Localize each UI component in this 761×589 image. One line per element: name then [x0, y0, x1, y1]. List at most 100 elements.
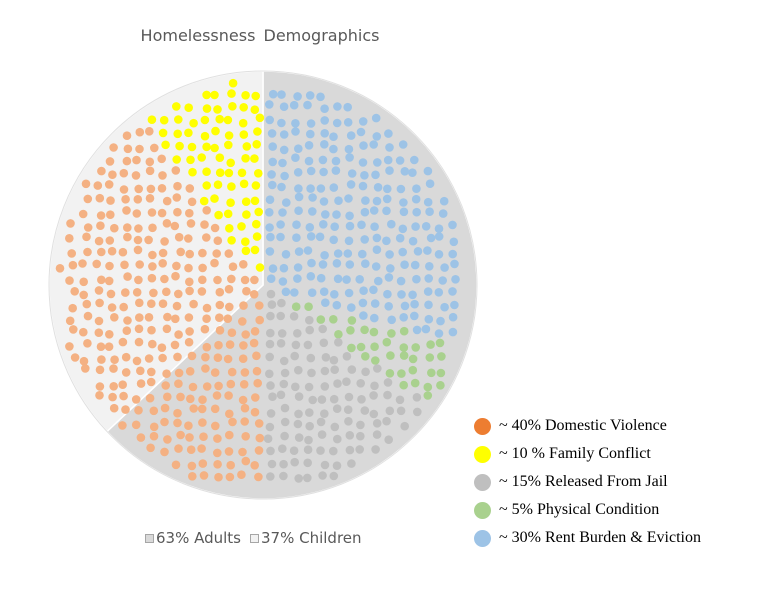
- dot-rent-burden-eviction: [383, 289, 392, 299]
- dot-rent-burden-eviction: [410, 311, 419, 321]
- legend-label-adults: 63% Adults: [156, 529, 241, 547]
- dot-released-from-jail: [318, 471, 327, 480]
- dot-rent-burden-eviction: [413, 247, 423, 256]
- dot-rent-burden-eviction: [320, 251, 329, 260]
- dot-released-from-jail: [345, 431, 355, 440]
- dot-released-from-jail: [267, 300, 277, 309]
- dot-rent-burden-eviction: [371, 170, 380, 180]
- dot-family-conflict: [224, 140, 233, 150]
- dot-domestic-violence: [157, 208, 167, 218]
- dot-domestic-violence: [210, 404, 220, 414]
- dot-domestic-violence: [225, 302, 234, 312]
- dot-family-conflict: [210, 194, 219, 203]
- dot-physical-condition: [329, 315, 338, 324]
- dot-family-conflict: [215, 114, 224, 124]
- dot-rent-burden-eviction: [267, 129, 277, 138]
- dot-rent-burden-eviction: [385, 250, 394, 259]
- dot-domestic-violence: [173, 418, 182, 428]
- dot-layer: [55, 78, 460, 483]
- dot-released-from-jail: [320, 409, 329, 419]
- dot-rent-burden-eviction: [448, 287, 457, 296]
- dot-rent-burden-eviction: [411, 222, 420, 231]
- dot-domestic-violence: [173, 207, 182, 217]
- dot-rent-burden-eviction: [372, 245, 382, 254]
- dot-released-from-jail: [385, 406, 395, 416]
- dot-rent-burden-eviction: [385, 143, 394, 152]
- dot-domestic-violence: [118, 421, 127, 430]
- dot-rent-burden-eviction: [279, 145, 289, 155]
- dot-released-from-jail: [400, 421, 410, 431]
- dot-domestic-violence: [132, 209, 142, 218]
- dot-domestic-violence: [171, 166, 181, 175]
- dot-domestic-violence: [136, 366, 145, 376]
- dot-released-from-jail: [307, 368, 316, 378]
- dot-released-from-jail: [279, 471, 288, 481]
- dot-released-from-jail: [372, 430, 382, 439]
- dot-domestic-violence: [198, 248, 207, 258]
- dot-family-conflict: [242, 210, 251, 219]
- dot-domestic-violence: [83, 223, 93, 232]
- dot-family-conflict: [224, 168, 234, 178]
- dot-rent-burden-eviction: [434, 250, 444, 259]
- dot-rent-burden-eviction: [410, 299, 419, 309]
- dot-family-conflict: [241, 246, 251, 256]
- dot-domestic-violence: [135, 127, 145, 137]
- dot-released-from-jail: [344, 417, 353, 426]
- dot-domestic-violence: [253, 378, 262, 388]
- dot-rent-burden-eviction: [332, 300, 342, 310]
- dot-rent-burden-eviction: [293, 92, 302, 101]
- dot-domestic-violence: [145, 166, 155, 176]
- dot-domestic-violence: [157, 154, 166, 164]
- dot-rent-burden-eviction: [408, 290, 417, 300]
- dot-domestic-violence: [162, 196, 172, 206]
- legend-item-physical-condition: ~ 5% Physical Condition: [474, 496, 701, 524]
- dot-rent-burden-eviction: [369, 206, 379, 215]
- dot-rent-burden-eviction: [281, 287, 291, 297]
- dot-rent-burden-eviction: [369, 285, 378, 295]
- dot-domestic-violence: [95, 193, 105, 203]
- dot-released-from-jail: [291, 382, 300, 392]
- dot-rent-burden-eviction: [303, 100, 312, 110]
- dot-rent-burden-eviction: [448, 327, 458, 337]
- dot-domestic-violence: [160, 447, 169, 457]
- dot-released-from-jail: [316, 446, 325, 455]
- dot-domestic-violence: [200, 220, 209, 229]
- dot-rent-burden-eviction: [356, 127, 366, 137]
- dot-rent-burden-eviction: [332, 210, 341, 219]
- dot-domestic-violence: [83, 194, 93, 204]
- dot-released-from-jail: [395, 395, 405, 405]
- dot-released-from-jail: [305, 325, 315, 335]
- dot-rent-burden-eviction: [330, 222, 340, 231]
- dot-released-from-jail: [267, 459, 277, 469]
- dot-released-from-jail: [304, 435, 313, 445]
- dot-rent-burden-eviction: [438, 276, 448, 285]
- dot-domestic-violence: [239, 380, 249, 389]
- dot-rent-burden-eviction: [334, 196, 343, 205]
- dot-domestic-violence: [68, 303, 77, 313]
- dot-rent-burden-eviction: [294, 192, 304, 202]
- dot-domestic-violence: [224, 284, 234, 294]
- dot-domestic-violence: [210, 258, 219, 268]
- dot-domestic-violence: [255, 433, 265, 443]
- dot-family-conflict: [174, 115, 183, 124]
- dot-rent-burden-eviction: [306, 272, 316, 281]
- dot-released-from-jail: [347, 459, 356, 468]
- dot-domestic-violence: [109, 143, 118, 152]
- dot-released-from-jail: [266, 446, 275, 456]
- dot-released-from-jail: [265, 352, 275, 362]
- legend-label-children: 37% Children: [261, 529, 362, 547]
- dot-domestic-violence: [131, 420, 141, 430]
- dot-physical-condition: [427, 368, 436, 378]
- dot-domestic-violence: [134, 337, 144, 347]
- dot-domestic-violence: [254, 419, 264, 428]
- dot-domestic-violence: [135, 313, 144, 322]
- dot-domestic-violence: [119, 391, 128, 401]
- dot-domestic-violence: [97, 355, 106, 364]
- dot-domestic-violence: [119, 302, 128, 312]
- dot-released-from-jail: [265, 422, 275, 432]
- dot-released-from-jail: [342, 377, 351, 387]
- dot-rent-burden-eviction: [306, 166, 316, 176]
- dot-rent-burden-eviction: [343, 249, 353, 258]
- dot-domestic-violence: [123, 272, 132, 281]
- dot-released-from-jail: [305, 315, 314, 325]
